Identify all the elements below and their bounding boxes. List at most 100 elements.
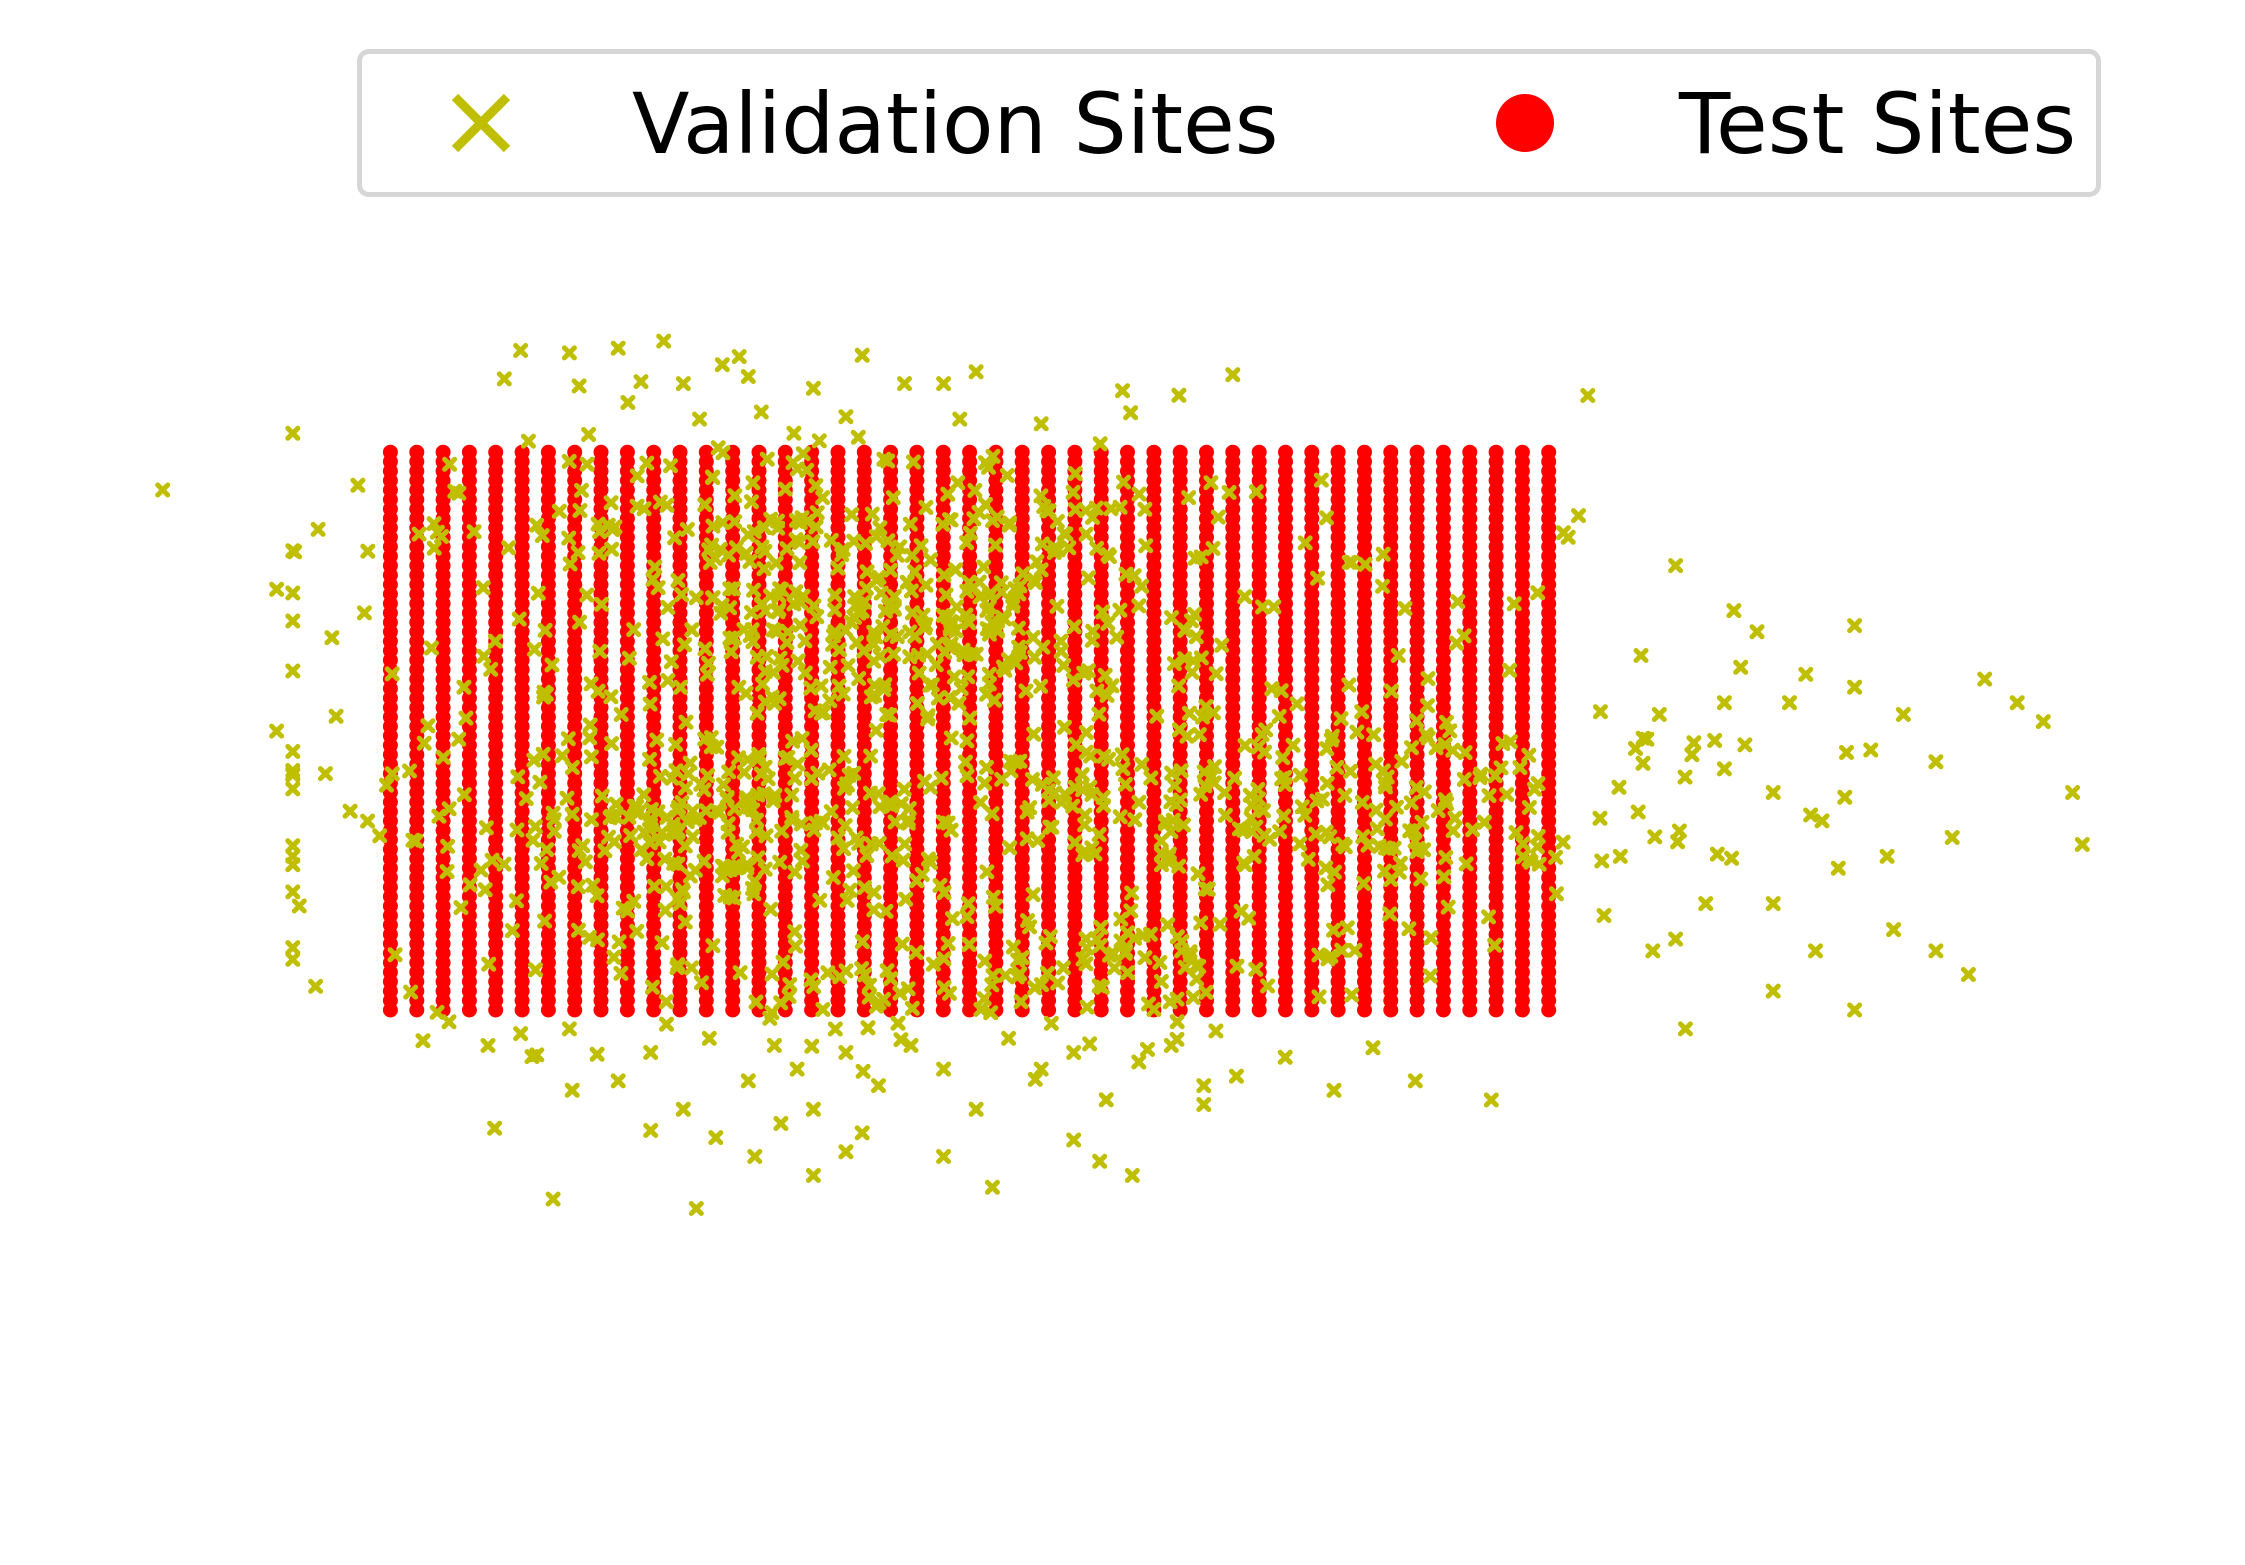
validation-site-point — [697, 497, 713, 513]
validation-site-point — [1277, 777, 1293, 793]
validation-site-point — [1237, 589, 1253, 605]
validation-site-point — [782, 977, 798, 993]
validation-site-point — [1225, 367, 1241, 383]
validation-site-point — [1808, 943, 1823, 959]
validation-site-point — [564, 1082, 580, 1098]
validation-site-point — [940, 486, 956, 502]
validation-site-point — [866, 884, 882, 900]
validation-site-point — [1089, 540, 1105, 556]
validation-site-point — [1416, 784, 1432, 800]
validation-site-point — [731, 859, 747, 875]
validation-site-point — [1677, 769, 1693, 785]
validation-site-point — [892, 985, 908, 1001]
validation-site-point — [893, 1032, 909, 1048]
validation-site-point — [667, 530, 683, 546]
validation-site-point — [688, 1201, 704, 1216]
validation-site-point — [1382, 906, 1398, 922]
validation-site-point — [1115, 383, 1130, 399]
validation-site-point — [727, 488, 743, 504]
validation-site-point — [1457, 745, 1473, 761]
validation-site-point — [1101, 751, 1117, 767]
validation-site-point — [1847, 679, 1863, 695]
validation-site-point — [918, 500, 934, 515]
validation-site-point — [1057, 719, 1072, 735]
validation-site-point — [1377, 863, 1392, 879]
validation-site-point — [1172, 792, 1188, 808]
validation-site-point — [1803, 807, 1819, 823]
validation-site-point — [1327, 864, 1342, 880]
validation-site-point — [1109, 629, 1125, 645]
validation-site-point — [572, 614, 588, 630]
validation-site-point — [1830, 860, 1846, 876]
validation-site-point — [1324, 728, 1340, 744]
test-site-point — [672, 1002, 688, 1018]
validation-site-point — [544, 657, 560, 673]
validation-site-point — [871, 1078, 886, 1094]
validation-site-point — [956, 647, 972, 663]
validation-site-point — [697, 731, 713, 747]
validation-site-point — [792, 617, 808, 633]
validation-site-point — [526, 641, 542, 657]
validation-site-point — [1530, 776, 1546, 792]
validation-site-point — [698, 803, 714, 819]
validation-site-point — [1323, 948, 1339, 964]
validation-site-point — [860, 1020, 876, 1036]
validation-site-point — [1645, 943, 1661, 959]
validation-site-point — [384, 766, 400, 782]
validation-site-point — [1319, 775, 1335, 791]
validation-site-point — [1502, 662, 1518, 678]
validation-site-point — [886, 589, 902, 604]
validation-site-point — [543, 874, 559, 890]
validation-site-point — [570, 545, 586, 561]
validation-site-point — [1089, 931, 1105, 947]
validation-site-point — [682, 868, 698, 884]
validation-site-point — [869, 572, 885, 588]
validation-site-point — [581, 929, 597, 945]
validation-site-point — [959, 768, 975, 784]
validation-site-point — [1095, 604, 1111, 620]
validation-site-point — [652, 768, 668, 784]
validation-site-point — [857, 880, 872, 896]
validation-site-point — [981, 666, 997, 682]
validation-site-point — [827, 587, 843, 603]
validation-site-point — [935, 516, 951, 532]
test-site-point — [1488, 1002, 1504, 1018]
validation-site-point — [740, 1073, 756, 1089]
validation-site-point — [269, 581, 285, 597]
validation-site-point — [1266, 599, 1282, 615]
validation-site-point — [877, 677, 893, 693]
test-site-point — [409, 1002, 425, 1018]
validation-site-point — [1456, 628, 1472, 644]
validation-site-point — [1724, 850, 1740, 866]
validation-site-point — [285, 848, 301, 864]
validation-site-point — [501, 540, 517, 556]
validation-site-point — [901, 801, 917, 816]
validation-site-point — [1177, 960, 1193, 975]
validation-site-point — [2009, 695, 2025, 711]
validation-site-point — [716, 777, 731, 793]
validation-site-point — [820, 965, 836, 981]
validation-site-point — [535, 746, 551, 762]
validation-site-point — [527, 819, 543, 835]
validation-site-point — [360, 543, 376, 559]
validation-site-point — [589, 1046, 605, 1062]
validation-site-point — [748, 824, 764, 840]
validation-site-point — [976, 559, 992, 575]
validation-site-point — [561, 530, 577, 546]
validation-site-point — [582, 730, 598, 746]
validation-site-point — [740, 369, 756, 384]
validation-site-point — [714, 357, 730, 373]
validation-site-point — [936, 1149, 952, 1164]
validation-site-point — [984, 806, 1000, 822]
validation-site-point — [879, 963, 895, 979]
validation-site-point — [1765, 785, 1781, 800]
validation-site-point — [1024, 772, 1040, 787]
validation-site-point — [1196, 1097, 1212, 1112]
validation-site-point — [642, 696, 658, 712]
validation-site-point — [424, 640, 439, 656]
validation-site-point — [897, 836, 913, 852]
validation-site-point — [868, 722, 884, 738]
validation-site-point — [613, 965, 629, 981]
validation-site-point — [1093, 919, 1109, 935]
validation-site-point — [1078, 725, 1094, 740]
